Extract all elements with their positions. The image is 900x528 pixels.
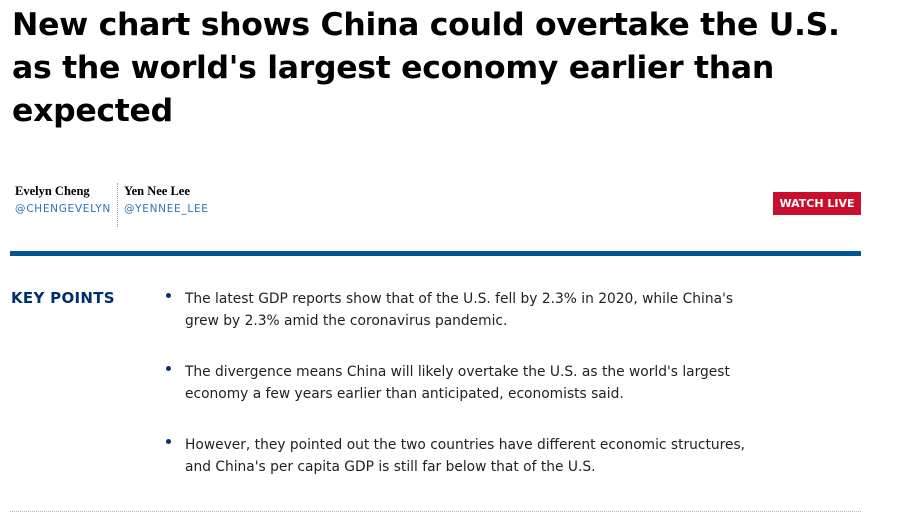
- author-twitter-handle[interactable]: @YENNEE_LEE: [123, 203, 209, 215]
- bottom-divider: [10, 511, 861, 512]
- author-evelyn-cheng: Evelyn Cheng @CHENGEVELYN: [15, 183, 117, 227]
- bullet-icon: [166, 439, 171, 444]
- key-point-item: The latest GDP reports show that of the …: [165, 288, 765, 332]
- author-byline: Evelyn Cheng @CHENGEVELYN Yen Nee Lee @Y…: [15, 183, 215, 227]
- key-points-heading: KEY POINTS: [11, 289, 115, 307]
- article-headline: New chart shows China could overtake the…: [12, 7, 840, 129]
- author-name[interactable]: Evelyn Cheng: [15, 184, 90, 198]
- watch-live-button[interactable]: WATCH LIVE: [773, 192, 861, 215]
- key-point-text: The latest GDP reports show that of the …: [185, 291, 734, 329]
- section-divider: [10, 251, 861, 256]
- author-yen-nee-lee: Yen Nee Lee @YENNEE_LEE: [116, 183, 215, 227]
- author-twitter-handle[interactable]: @CHENGEVELYN: [15, 203, 111, 215]
- bullet-icon: [166, 293, 171, 298]
- bullet-icon: [166, 366, 171, 371]
- key-point-text: The divergence means China will likely o…: [185, 364, 730, 402]
- key-points-list: The latest GDP reports show that of the …: [165, 288, 765, 507]
- author-name[interactable]: Yen Nee Lee: [123, 184, 190, 198]
- key-point-item: The divergence means China will likely o…: [165, 361, 765, 405]
- key-point-text: However, they pointed out the two countr…: [185, 437, 746, 475]
- key-point-item: However, they pointed out the two countr…: [165, 434, 765, 478]
